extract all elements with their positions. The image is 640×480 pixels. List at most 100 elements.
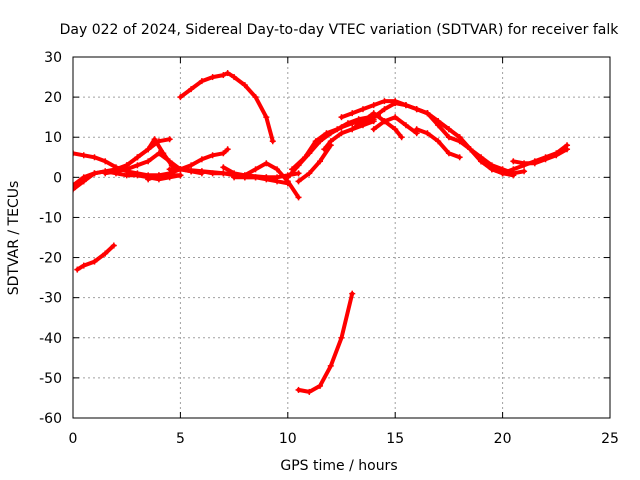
plot-frame bbox=[72, 56, 611, 419]
data-point bbox=[413, 106, 420, 113]
data-point bbox=[295, 194, 302, 201]
y-tick-label: -60 bbox=[39, 411, 62, 427]
data-point bbox=[209, 74, 216, 81]
data-point bbox=[73, 150, 76, 157]
x-tick-label: 20 bbox=[494, 431, 512, 447]
data-point bbox=[198, 78, 205, 85]
data-point bbox=[123, 172, 130, 179]
y-tick-label: 0 bbox=[53, 170, 62, 186]
x-tick-labels: 0 5 10 15 20 25 bbox=[69, 57, 619, 447]
grid bbox=[73, 57, 610, 418]
data-point bbox=[188, 86, 195, 93]
data-point bbox=[177, 172, 184, 179]
x-tick-label: 0 bbox=[69, 431, 78, 447]
data-point bbox=[274, 178, 281, 185]
data-point bbox=[198, 156, 205, 163]
data-point bbox=[134, 154, 141, 161]
y-tick-label: -10 bbox=[39, 210, 62, 226]
data-point bbox=[424, 110, 431, 117]
data-point bbox=[209, 152, 216, 159]
data-point bbox=[402, 102, 409, 109]
data-point bbox=[252, 94, 259, 101]
data-point bbox=[317, 382, 324, 389]
data-point bbox=[338, 130, 345, 137]
data-point bbox=[456, 154, 463, 161]
data-point bbox=[306, 388, 313, 395]
data-point bbox=[510, 172, 517, 179]
data-point bbox=[224, 70, 231, 77]
x-tick-label: 15 bbox=[386, 431, 404, 447]
data-point bbox=[435, 138, 442, 145]
data-point bbox=[499, 170, 506, 177]
data-point bbox=[134, 172, 141, 179]
data-point bbox=[381, 106, 388, 113]
data-point bbox=[510, 158, 517, 165]
series-line-arc-14 bbox=[296, 143, 333, 184]
data-point bbox=[327, 362, 334, 369]
data-point bbox=[392, 100, 399, 107]
data-point bbox=[456, 134, 463, 141]
data-point bbox=[91, 170, 98, 177]
data-point bbox=[349, 126, 356, 133]
series-line-arc-15 bbox=[296, 291, 355, 394]
data-point bbox=[445, 134, 452, 141]
x-tick-label: 10 bbox=[279, 431, 297, 447]
data-point bbox=[521, 160, 528, 167]
series-line-arc-18 bbox=[350, 111, 404, 140]
data-point bbox=[73, 186, 76, 193]
data-point bbox=[102, 170, 109, 177]
data-point bbox=[355, 116, 362, 123]
data-point bbox=[166, 166, 173, 173]
data-point bbox=[198, 168, 205, 175]
data-point bbox=[155, 172, 162, 179]
data-point bbox=[241, 82, 248, 89]
data-point bbox=[274, 166, 281, 173]
y-tick-label: -30 bbox=[39, 291, 62, 307]
data-point bbox=[80, 174, 87, 181]
x-axis-label: GPS time / hours bbox=[280, 458, 397, 474]
data-point bbox=[209, 170, 216, 177]
y-tick-label: 30 bbox=[44, 50, 62, 66]
data-point bbox=[177, 166, 184, 173]
data-point bbox=[510, 166, 517, 173]
data-point bbox=[102, 158, 109, 165]
data-point bbox=[370, 126, 377, 133]
data-point bbox=[295, 178, 302, 185]
data-point bbox=[359, 106, 366, 113]
data-point bbox=[145, 176, 152, 183]
y-tick-label: -40 bbox=[39, 331, 62, 347]
data-point bbox=[134, 162, 141, 169]
data-point bbox=[145, 146, 152, 153]
data-point bbox=[177, 94, 184, 101]
data-point bbox=[321, 146, 328, 153]
data-point bbox=[338, 334, 345, 341]
data-point bbox=[151, 136, 158, 143]
data-point bbox=[224, 146, 231, 153]
data-point bbox=[110, 242, 117, 249]
series-line-arc-2 bbox=[73, 137, 172, 192]
data-point bbox=[80, 262, 87, 269]
series-line-arc-21 bbox=[414, 107, 516, 178]
data-point bbox=[542, 156, 549, 163]
data-point bbox=[188, 162, 195, 169]
data-point bbox=[263, 176, 270, 183]
data-point bbox=[402, 122, 409, 129]
y-tick-label: -20 bbox=[39, 251, 62, 267]
data-point bbox=[306, 170, 313, 177]
data-point bbox=[327, 138, 334, 145]
data-point bbox=[112, 168, 119, 175]
data-point bbox=[521, 168, 528, 175]
x-tick-label: 5 bbox=[176, 431, 185, 447]
data-point bbox=[467, 146, 474, 153]
y-tick-label: 20 bbox=[44, 90, 62, 106]
data-point bbox=[531, 160, 538, 167]
data-point bbox=[166, 136, 173, 143]
data-point bbox=[220, 72, 227, 79]
data-point bbox=[424, 130, 431, 137]
data-point bbox=[413, 126, 420, 133]
data-point bbox=[263, 114, 270, 121]
data-point bbox=[553, 152, 560, 159]
data-point bbox=[289, 166, 296, 173]
data-point bbox=[74, 266, 81, 273]
data-point bbox=[398, 134, 405, 141]
